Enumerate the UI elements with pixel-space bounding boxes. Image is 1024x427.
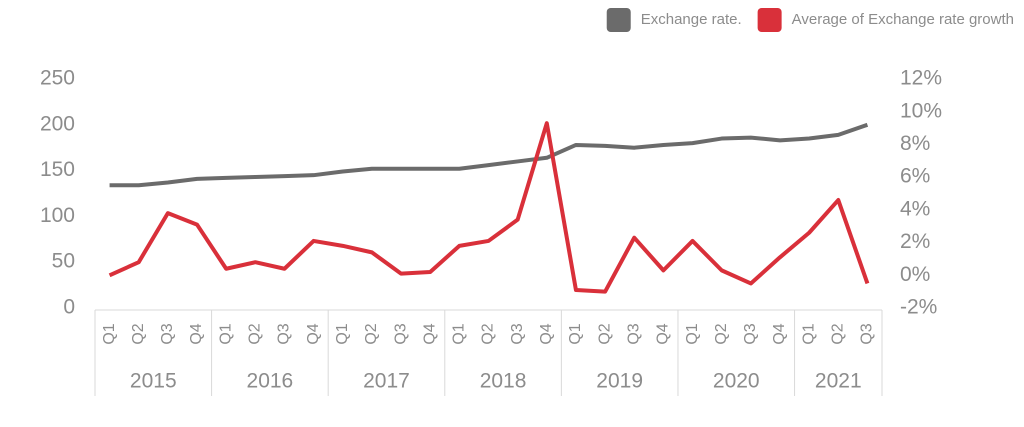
y-tick-label: 50 [52,250,75,273]
y2-tick-label: -2% [900,296,937,319]
x-tick-label: Q2 [829,323,846,344]
y2-tick-label: 6% [900,165,930,188]
x-group-label: 2019 [596,370,643,393]
legend-label: Average of Exchange rate growth [792,11,1014,28]
x-tick-label: Q3 [742,323,759,344]
y-tick-label: 200 [40,112,75,135]
y-tick-label: 250 [40,67,75,90]
x-tick-label: Q1 [217,323,234,344]
x-tick-label: Q1 [451,323,468,344]
x-tick-label: Q4 [538,323,555,344]
x-tick-label: Q2 [247,323,264,344]
x-tick-label: Q3 [625,323,642,344]
x-tick-label: Q3 [159,323,176,344]
x-tick-label: Q1 [334,323,351,344]
x-tick-label: Q4 [305,323,322,344]
x-tick-label: Q4 [421,323,438,344]
x-tick-label: Q4 [655,323,672,344]
y2-tick-label: 8% [900,132,930,155]
legend-swatch [757,8,782,32]
x-tick-label: Q1 [684,323,701,344]
x-tick-label: Q1 [101,323,118,344]
x-tick-label: Q3 [276,323,293,344]
series-line [108,121,870,294]
legend-label: Exchange rate. [641,11,742,28]
x-tick-label: Q1 [567,323,584,344]
y2-tick-label: 10% [900,99,942,122]
y-tick-label: 150 [40,158,75,181]
x-group-label: 2018 [480,370,527,393]
x-tick-label: Q2 [480,323,497,344]
x-group-label: 2016 [247,370,294,393]
x-tick-label: Q4 [188,323,205,344]
x-group-label: 2021 [815,370,862,393]
y2-tick-label: 4% [900,197,930,220]
x-tick-label: Q3 [509,323,526,344]
y2-tick-label: 0% [900,263,930,286]
series-line [109,122,869,188]
x-tick-label: Q2 [713,323,730,344]
y2-tick-label: 12% [900,67,942,90]
x-tick-label: Q2 [130,323,147,344]
x-tick-label: Q4 [771,323,788,344]
legend-swatch [606,8,631,32]
x-tick-label: Q2 [596,323,613,344]
y-tick-label: 100 [40,204,75,227]
x-tick-label: Q3 [859,323,876,344]
x-tick-label: Q3 [392,323,409,344]
x-group-label: 2020 [713,370,760,393]
y-tick-label: 0 [63,296,75,319]
x-group-label: 2017 [363,370,410,393]
y2-tick-label: 2% [900,230,930,253]
x-tick-label: Q2 [363,323,380,344]
x-group-label: 2015 [130,370,177,393]
x-tick-label: Q1 [800,323,817,344]
